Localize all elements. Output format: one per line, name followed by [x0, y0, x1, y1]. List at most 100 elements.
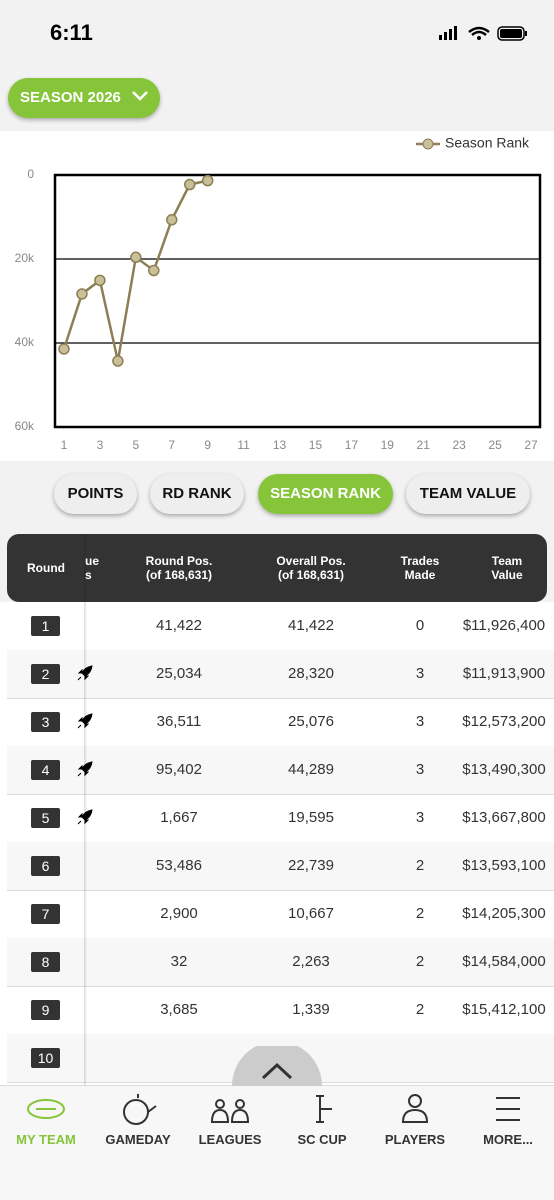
table-row: 5 1,667 19,595 3 $13,667,800 [7, 794, 554, 843]
header-text: (of 168,631) [277, 568, 345, 582]
point [112, 355, 124, 367]
round-badge: 10 [31, 1048, 60, 1068]
cell-team-value: $13,667,800 [462, 809, 546, 826]
x-tick-label: 21 [417, 438, 431, 452]
cell-trades: 2 [415, 905, 425, 922]
nav-bar [0, 1085, 554, 1200]
header-cell: ue s [85, 534, 105, 602]
cell-team-value: $11,913,900 [462, 665, 546, 682]
cell-overall-pos: 44,289 [288, 761, 334, 778]
season-label: SEASON 2026 [20, 89, 121, 106]
point [130, 251, 142, 264]
cell-round-pos: 41,422 [156, 617, 202, 634]
nav-item[interactable]: MORE... [483, 1132, 533, 1147]
point [76, 288, 88, 300]
round-badge: 8 [31, 952, 60, 972]
x-tick-label: 11 [237, 438, 250, 452]
table-row: 2 25,034 28,320 3 $11,913,900 [7, 650, 554, 699]
header-cell: Round [0, 534, 106, 602]
boost-icon [77, 761, 93, 777]
header-text: ue [85, 554, 100, 568]
cell-overall-pos: 10,667 [288, 905, 334, 922]
table-header: Round ue s Round Pos. (of 168,631) Overall Po… [7, 534, 547, 602]
status-time: 6:11 [50, 20, 93, 45]
round-badge: 4 [31, 760, 60, 780]
table-row: 9 3,685 1,339 2 $15,412,100 [7, 986, 554, 1035]
cell-trades: 2 [415, 857, 425, 874]
nav-item[interactable]: LEAGUES [198, 1132, 262, 1147]
y-tick-label: 0 [27, 167, 34, 181]
icon-more [496, 1097, 520, 1121]
tab-button[interactable]: RD RANK [150, 474, 244, 514]
x-tick-label: 1 [61, 438, 68, 452]
table-row: 8 32 2,263 2 $14,584,000 [7, 938, 554, 987]
header-text: Round [27, 561, 65, 575]
header-text: Round Pos. [145, 554, 213, 568]
x-tick-label: 7 [168, 438, 175, 452]
y-tick-label: 60k [15, 419, 35, 433]
cell-team-value: $13,593,100 [462, 857, 546, 874]
cell-team-value: $14,584,000 [462, 953, 546, 970]
round-badge: 7 [31, 904, 60, 924]
round-badge: 9 [31, 1000, 60, 1020]
plot-frame [53, 173, 542, 429]
boost-icon [77, 809, 93, 825]
cell-overall-pos: 1,339 [292, 1001, 330, 1018]
nav-item[interactable]: MY TEAM [16, 1132, 76, 1147]
icon-my-team [27, 1099, 66, 1119]
x-tick-label: 9 [204, 438, 211, 452]
table-row: 3 36,511 25,076 3 $12,573,200 [7, 698, 554, 747]
header-cell: Team Value [447, 534, 554, 602]
cell-round-pos: 3,685 [160, 1001, 198, 1018]
cell-round-pos: 53,486 [156, 857, 202, 874]
table-row: 4 95,402 44,289 3 $13,490,300 [7, 746, 554, 795]
nav-item[interactable]: SC CUP [297, 1132, 347, 1147]
table-row: 1 41,422 41,422 0 $11,926,400 [7, 602, 554, 651]
cell-team-value: $15,412,100 [462, 1001, 546, 1018]
scroll-up-button[interactable] [232, 1046, 322, 1086]
x-tick-label: 5 [132, 438, 139, 452]
cell-team-value: $13,490,300 [462, 761, 546, 778]
season-dropdown[interactable]: SEASON 2026 [8, 78, 160, 118]
x-tick-label: 19 [381, 438, 395, 452]
tab-button[interactable]: POINTS [54, 474, 137, 514]
cell-overall-pos: 19,595 [288, 809, 334, 826]
table-row: 6 53,486 22,739 2 $13,593,100 [7, 842, 554, 891]
x-tick-label: 27 [524, 438, 538, 452]
header-text: Value [491, 568, 523, 582]
y-tick-label: 40k [15, 335, 35, 349]
legend-marker [422, 138, 434, 150]
cell-trades: 0 [415, 617, 425, 634]
round-badge: 1 [31, 616, 60, 636]
cell-overall-pos: 25,076 [288, 713, 334, 730]
cell-team-value: $12,573,200 [462, 713, 546, 730]
tab-button[interactable]: SEASON RANK [258, 474, 393, 514]
round-badge: 6 [31, 856, 60, 876]
y-tick-label: 20k [15, 251, 35, 265]
sticky-shadow [84, 534, 87, 1085]
cell-overall-pos: 28,320 [288, 665, 334, 682]
table-row: 7 2,900 10,667 2 $14,205,300 [7, 890, 554, 939]
point [166, 214, 178, 226]
legend-label: Season Rank [445, 135, 530, 151]
boost-icon [77, 713, 93, 729]
cell-round-pos: 95,402 [156, 761, 202, 778]
round-badge: 2 [31, 664, 60, 684]
point [183, 178, 196, 191]
cell-round-pos: 32 [170, 953, 188, 970]
tab-button[interactable]: TEAM VALUE [406, 474, 530, 514]
header-cell: Round Pos. (of 168,631) [119, 534, 239, 602]
cell-trades: 3 [415, 809, 425, 826]
cell-round-pos: 36,511 [156, 713, 202, 730]
icon-gameday [123, 1094, 157, 1125]
point [148, 264, 160, 277]
header-cell: Trades Made [360, 534, 480, 602]
x-tick-label: 23 [452, 438, 466, 452]
nav-item[interactable]: PLAYERS [384, 1132, 446, 1147]
cell-team-value: $14,205,300 [462, 905, 546, 922]
nav-item[interactable]: GAMEDAY [105, 1132, 171, 1147]
cell-round-pos: 25,034 [156, 665, 202, 682]
x-tick-label: 3 [97, 438, 104, 452]
chart-background [0, 131, 554, 461]
